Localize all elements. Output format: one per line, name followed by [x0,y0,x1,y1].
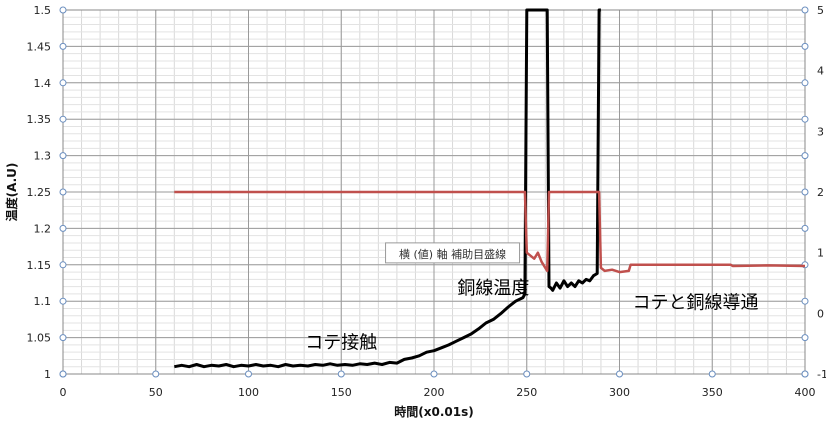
y2-tick-label: 4 [817,65,824,78]
y-tick-label: 1.4 [34,77,52,90]
x-tick-label: 200 [424,386,445,399]
y-tick-marker [59,224,67,232]
x-tick-marker [152,370,160,378]
annotation-label: 銅線温度 [457,278,529,299]
series-line-2 [174,190,806,274]
x-tick-label: 400 [795,386,816,399]
y-tick-label: 1 [44,368,51,381]
y2-tick-label: 2 [817,186,824,199]
x-axis-title: 時間(x0.01s) [394,404,473,419]
tooltip: 横 (値) 軸 補助目盛線 [385,242,521,264]
y-axis-title: 温度(A.U) [4,163,19,222]
x-tick-marker [616,370,623,378]
y2-axis-ticks: -1 0 1 2 3 4 5 [801,4,826,381]
y2-tick-marker [801,224,809,232]
x-tick-label: 250 [516,386,537,399]
x-tick-marker [708,370,716,378]
y-tick-label: 1.45 [27,40,52,53]
y-tick-label: 1.05 [27,332,52,345]
y-tick-label: 1.1 [34,295,52,308]
y-tick-label: 1.3 [34,150,52,163]
annotation-label: コテと銅線導通 [633,292,759,313]
y-tick-label: 1.2 [34,222,52,235]
x-tick-label: 150 [331,386,352,399]
y2-tick-marker [801,297,809,305]
annotation-label: コテ接触 [305,333,377,354]
x-tick-label: 300 [609,386,630,399]
y-tick-marker [59,115,67,123]
series-layer [174,8,806,369]
x-axis-ticks: 0 50 100 150 200 250 300 350 400 [59,370,816,399]
series-line-1 [174,8,601,369]
x-tick-marker [245,370,252,378]
y-tick-marker [59,79,67,87]
y-tick-label: 1.25 [27,186,52,199]
y2-tick-marker [801,152,809,160]
x-tick-label: 350 [702,386,723,399]
y2-tick-marker [801,6,809,14]
y-tick-label: 1.15 [27,259,52,272]
y-tick-marker [59,42,67,50]
y-tick-marker [59,261,67,269]
tooltip-box [385,242,521,264]
x-tick-label: 100 [238,386,259,399]
y2-tick-marker [801,79,809,87]
y-tick-marker [59,188,67,196]
x-tick-marker [430,370,438,378]
tooltip-text: 横 (値) 軸 補助目盛線 [399,247,506,261]
y2-tick-marker [801,115,809,123]
y2-tick-label: 3 [817,125,824,138]
y2-tick-label: -1 [817,368,826,381]
x-tick-label: 0 [60,386,67,399]
y2-tick-label: 5 [817,4,824,17]
y2-tick-label: 0 [817,307,824,320]
y-tick-marker [59,6,67,14]
y-tick-marker [59,334,67,342]
y-tick-marker [59,152,67,160]
y2-tick-marker [801,370,809,378]
x-tick-label: 50 [149,386,163,399]
y2-tick-label: 1 [817,247,824,260]
y2-tick-marker [801,188,809,196]
y-tick-marker [59,370,67,378]
y-tick-marker [59,297,67,305]
y-tick-label: 1.5 [34,4,52,17]
x-tick-marker [337,370,345,378]
y-tick-label: 1.35 [27,113,52,126]
x-tick-marker [523,370,531,378]
y2-tick-marker [801,42,809,50]
y2-tick-marker [801,334,809,342]
y-axis-ticks: 1 1.05 1.1 1.15 1.2 1.25 1.3 1.35 1.4 1.45 1.5 [27,4,67,381]
